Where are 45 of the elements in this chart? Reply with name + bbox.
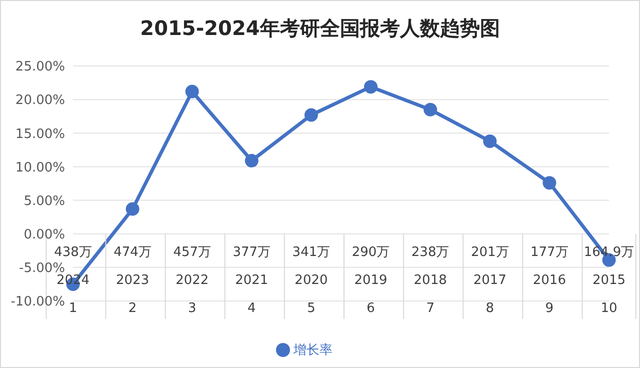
category-label: 4 (248, 300, 256, 316)
category-label: 2016 (532, 272, 566, 288)
y-tick-label: 0.00% (24, 227, 65, 242)
chart-title: 2015-2024年考研全国报考人数趋势图 (139, 15, 501, 42)
point (185, 84, 199, 98)
category-label: 9 (545, 300, 554, 316)
point (483, 134, 497, 148)
category-label: 8 (486, 300, 494, 316)
category-label: 474万 (114, 244, 152, 260)
category-label: 238万 (411, 244, 450, 260)
category-label: 290万 (352, 244, 390, 260)
category-label: 341万 (292, 244, 330, 260)
category-label: 377万 (232, 244, 271, 260)
point (244, 154, 258, 168)
category-label: 2019 (354, 272, 388, 288)
category-label: 2018 (414, 272, 447, 288)
y-tick-label: -10.00% (10, 294, 65, 310)
category-label: 3 (188, 300, 196, 316)
y-tick-label: 10.00% (15, 160, 65, 176)
category-label: 10 (600, 300, 618, 316)
y-tick-label: 15.00% (15, 126, 65, 142)
point (364, 80, 378, 94)
point (126, 202, 140, 216)
category-label: 2021 (235, 272, 268, 288)
category-label: 1 (68, 300, 78, 316)
category-label: 6 (366, 300, 375, 316)
category-label: 2 (128, 300, 137, 316)
category-label: 177万 (530, 244, 568, 260)
point (542, 176, 556, 190)
category-label: 201万 (470, 244, 509, 260)
category-label: 457万 (173, 244, 212, 260)
y-tick-label: 20.00% (15, 93, 65, 108)
category-label: 2023 (116, 272, 150, 288)
category-label: 7 (426, 300, 434, 316)
category-label: 2022 (176, 272, 209, 288)
y-tick-label: 25.00% (15, 60, 65, 75)
point (424, 102, 438, 116)
y-tick-label: 5.00% (24, 194, 65, 209)
category-label: 2020 (294, 272, 328, 288)
category-label: 438万 (54, 244, 92, 260)
legend-label: 增长率 (294, 343, 332, 358)
category-label: 2015 (592, 272, 626, 288)
point (304, 108, 318, 122)
category-label: 5 (307, 300, 316, 316)
category-label: 2017 (473, 272, 506, 288)
